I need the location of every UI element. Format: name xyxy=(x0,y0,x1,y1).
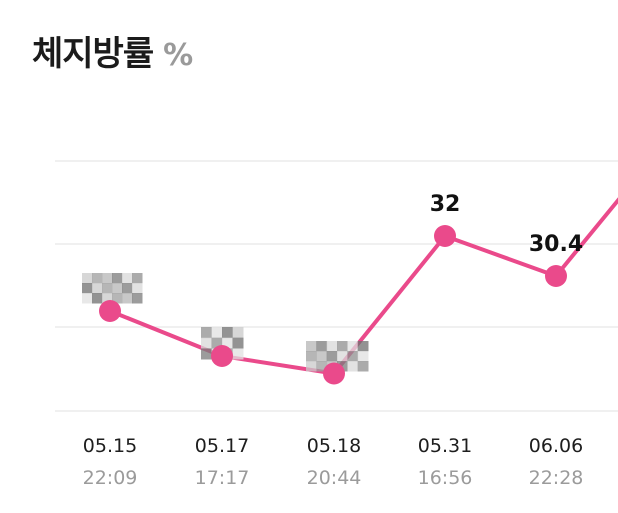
x-tick-date: 05.31 xyxy=(418,435,472,457)
mosaic-cell xyxy=(92,293,103,304)
x-tick-time: 16:56 xyxy=(418,467,473,489)
mosaic-cell xyxy=(326,351,338,362)
mosaic-cell xyxy=(132,293,143,304)
mosaic-cell xyxy=(201,337,212,349)
mosaic-cell xyxy=(122,273,133,284)
data-label-05.31: 32 xyxy=(430,192,461,217)
mosaic-cell xyxy=(316,361,328,372)
x-tick-date: 05.15 xyxy=(83,435,137,457)
unit-label: % xyxy=(163,38,194,73)
mosaic-cell xyxy=(337,361,348,372)
mosaic-cell xyxy=(92,273,103,284)
page-title: 체지방률 xyxy=(32,34,154,74)
mosaic-cell xyxy=(201,327,212,339)
grid-lines xyxy=(55,160,618,412)
mosaic-cell xyxy=(112,283,123,294)
mosaic-cell xyxy=(347,341,359,352)
mosaic-cell xyxy=(82,273,93,284)
data-label-06.06: 30.4 xyxy=(529,232,583,257)
x-tick-date: 06.06 xyxy=(529,435,583,457)
mosaic-cell xyxy=(132,283,143,294)
x-tick-date: 05.17 xyxy=(195,435,249,457)
mosaic-cell xyxy=(222,327,233,339)
data-point-05.31 xyxy=(434,225,456,247)
x-tick-date: 05.18 xyxy=(307,435,361,457)
mosaic-cell xyxy=(102,283,113,294)
mosaic-cell xyxy=(357,351,369,362)
mosaic-cell xyxy=(132,273,143,284)
mosaic-cell xyxy=(122,293,133,304)
mosaic-cell xyxy=(326,341,338,352)
mosaic-cell xyxy=(211,327,223,339)
mosaic-cell xyxy=(102,293,113,304)
mosaic-cell xyxy=(201,348,212,360)
obscured-label-0 xyxy=(82,273,143,304)
mosaic-cell xyxy=(347,351,359,362)
mosaic-cell xyxy=(306,341,317,352)
x-tick-time: 17:17 xyxy=(195,467,250,489)
mosaic-cell xyxy=(316,351,328,362)
data-point-05.15 xyxy=(99,300,121,322)
data-point-05.18 xyxy=(323,362,345,385)
x-axis: 05.15 22:09 05.17 17:17 05.18 20:44 05.31 16:56… xyxy=(83,435,584,489)
mosaic-cell xyxy=(316,341,328,352)
mosaic-cell xyxy=(337,351,348,362)
mosaic-cell xyxy=(102,273,113,284)
x-tick-time: 22:09 xyxy=(83,467,138,489)
mosaic-cell xyxy=(211,337,223,349)
mosaic-cell xyxy=(357,341,369,352)
mosaic-cell xyxy=(306,361,317,372)
mosaic-cell xyxy=(112,293,123,304)
mosaic-cell xyxy=(306,351,317,362)
x-tick-time: 22:28 xyxy=(529,467,584,489)
mosaic-cell xyxy=(82,293,93,304)
mosaic-cell xyxy=(337,341,348,352)
mosaic-cell xyxy=(82,283,93,294)
mosaic-cell xyxy=(232,327,244,339)
mosaic-cell xyxy=(232,348,244,360)
data-point-06.06 xyxy=(545,265,567,287)
obscured-labels xyxy=(82,273,369,372)
x-tick-time: 20:44 xyxy=(307,467,362,489)
data-point-05.17 xyxy=(211,345,233,367)
obscured-label-2 xyxy=(306,341,369,372)
header: 체지방률 % xyxy=(32,26,193,75)
data-labels: 32 30.4 xyxy=(430,192,583,257)
mosaic-cell xyxy=(122,283,133,294)
data-points xyxy=(99,225,567,385)
mosaic-cell xyxy=(347,361,359,372)
mosaic-cell xyxy=(92,283,103,294)
mosaic-cell xyxy=(222,337,233,349)
mosaic-cell xyxy=(357,361,369,372)
mosaic-cell xyxy=(112,273,123,284)
mosaic-cell xyxy=(232,337,244,349)
